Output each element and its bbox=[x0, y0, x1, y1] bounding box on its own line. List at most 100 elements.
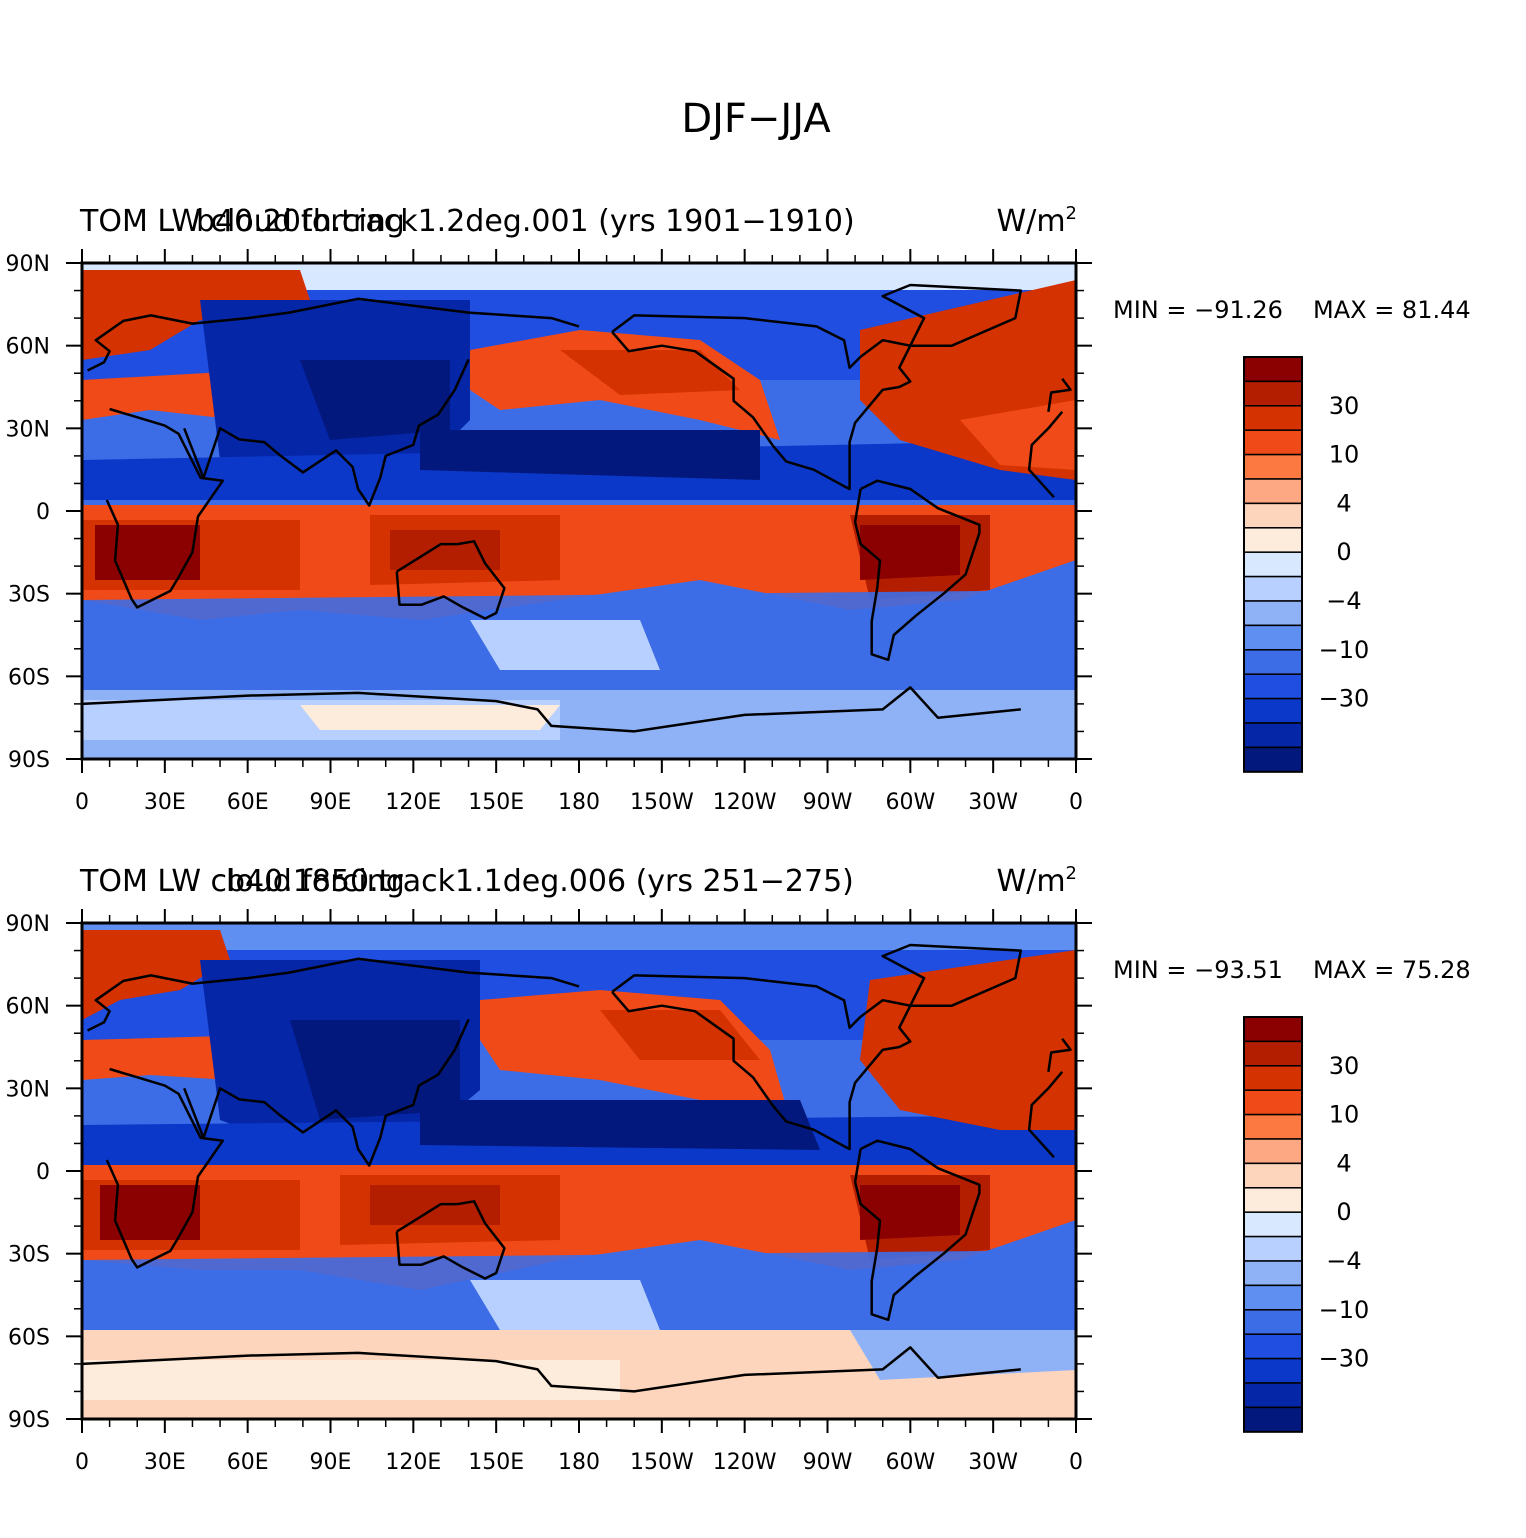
panel-2-npac-deep bbox=[420, 1100, 820, 1150]
colorbar-box bbox=[1243, 1138, 1303, 1165]
x-tick-label: 30W bbox=[968, 1450, 1018, 1475]
panel-1-africa-core bbox=[95, 525, 200, 580]
x-tick-label: 150W bbox=[630, 790, 694, 815]
colorbar-box bbox=[1243, 1382, 1303, 1409]
panel-1-min: MIN = −91.26 bbox=[1113, 296, 1283, 324]
colorbar-box bbox=[1243, 380, 1303, 407]
x-tick-label: 180 bbox=[558, 790, 600, 815]
coastline bbox=[881, 943, 1023, 1007]
y-tick-label: 30N bbox=[6, 1077, 50, 1102]
colorbar-label: 30 bbox=[1329, 392, 1360, 420]
panel-2-axes: 0 30E 60E 90E 120E 150E 180 150W 120W 90W 60W 30W 09… bbox=[6, 909, 1092, 1475]
x-tick-label: 150E bbox=[468, 1450, 524, 1475]
colorbar-label: 0 bbox=[1336, 538, 1351, 566]
colorbar-label: 30 bbox=[1329, 1052, 1360, 1080]
coastline bbox=[395, 540, 506, 620]
y-tick-label: 60N bbox=[6, 995, 50, 1020]
colorbar-frame bbox=[1243, 356, 1303, 773]
coastline bbox=[183, 358, 470, 507]
colorbar-box bbox=[1243, 527, 1303, 553]
x-tick-label: 90E bbox=[310, 1450, 352, 1475]
coastline bbox=[611, 314, 912, 491]
panel-1-europe-warm bbox=[82, 270, 310, 360]
panel-1-units: W/m2 bbox=[997, 203, 1077, 239]
coastline bbox=[853, 1139, 981, 1322]
panel-2-case-label: b40.1850.track1.1deg.006 (yrs 251−275) bbox=[226, 864, 854, 899]
y-tick-label: 90S bbox=[8, 748, 50, 773]
panel-1-asia-deep bbox=[300, 360, 450, 440]
coastline bbox=[853, 479, 981, 662]
colorbar-box bbox=[1243, 1065, 1303, 1091]
coastline bbox=[86, 957, 1072, 1072]
colorbar-box bbox=[1243, 1284, 1303, 1311]
panel-1-tasman-light bbox=[470, 620, 660, 670]
x-tick-label: 120E bbox=[385, 1450, 441, 1475]
y-tick-label: 0 bbox=[36, 500, 50, 525]
y-tick-label: 60S bbox=[8, 665, 50, 690]
coastline bbox=[395, 1200, 506, 1280]
panel-2-amazon-core bbox=[860, 1185, 960, 1240]
y-tick-label: 90S bbox=[8, 1408, 50, 1433]
colorbar-box bbox=[1243, 1406, 1303, 1433]
colorbar-label: 10 bbox=[1329, 441, 1360, 469]
panel-1-maritime-core bbox=[390, 530, 500, 570]
colorbar-box bbox=[1243, 575, 1303, 602]
colorbar-label: 4 bbox=[1336, 1149, 1351, 1177]
colorbar-box bbox=[1243, 697, 1303, 724]
panel-2-antarctic-blue bbox=[850, 1330, 1076, 1380]
x-tick-label: 60E bbox=[227, 790, 269, 815]
x-tick-label: 90W bbox=[803, 1450, 853, 1475]
panel-2-min: MIN = −93.51 bbox=[1113, 956, 1283, 984]
y-tick-label: 0 bbox=[36, 1160, 50, 1185]
coastline bbox=[82, 1346, 1021, 1393]
panel-1-variable-label: TOM LW cloud forcing bbox=[79, 204, 405, 239]
colorbar-box bbox=[1243, 746, 1303, 773]
panel-1-max: MAX = 81.44 bbox=[1313, 296, 1471, 324]
panel-2-variable-label: TOM LW cloud forcing bbox=[79, 864, 405, 899]
y-tick-label: 30S bbox=[8, 1243, 50, 1268]
colorbar-label: 4 bbox=[1336, 489, 1351, 517]
panel-2-units-base: W/m bbox=[997, 864, 1066, 899]
panel-2-asia-deep bbox=[290, 1020, 460, 1120]
colorbar-label: −10 bbox=[1319, 636, 1370, 664]
colorbar-box bbox=[1243, 722, 1303, 749]
coastline bbox=[611, 974, 912, 1151]
x-tick-label: 120W bbox=[713, 1450, 777, 1475]
colorbar-label: −30 bbox=[1319, 685, 1370, 713]
coastline bbox=[105, 1067, 1064, 1269]
y-tick-label: 90N bbox=[6, 912, 50, 937]
coastline bbox=[881, 283, 1023, 347]
x-tick-label: 0 bbox=[75, 790, 89, 815]
colorbar-box bbox=[1243, 1235, 1303, 1262]
panel-1-field bbox=[82, 263, 1076, 759]
y-tick-label: 60N bbox=[6, 335, 50, 360]
x-tick-label: 120W bbox=[713, 790, 777, 815]
x-tick-label: 30W bbox=[968, 790, 1018, 815]
colorbar-box bbox=[1243, 1162, 1303, 1189]
panel-1-units-base: W/m bbox=[997, 204, 1066, 239]
colorbar-label: 10 bbox=[1329, 1101, 1360, 1129]
y-tick-label: 60S bbox=[8, 1325, 50, 1350]
colorbar-box bbox=[1243, 1309, 1303, 1335]
colorbar-label: −10 bbox=[1319, 1296, 1370, 1324]
y-tick-label: 90N bbox=[6, 252, 50, 277]
panel-2-colorbar: 30 10 4 0 −4 −10 −30 bbox=[1243, 1016, 1370, 1433]
panel-1-axes: 0 30E 60E 90E 120E 150E 180 150W 120W 90W 60W 30W 09… bbox=[6, 249, 1092, 815]
panel-2-maritime-core bbox=[370, 1185, 500, 1225]
coastline bbox=[183, 1018, 470, 1167]
x-tick-label: 150W bbox=[630, 1450, 694, 1475]
figure-title: DJF−JJA bbox=[681, 96, 831, 142]
x-tick-label: 150E bbox=[468, 790, 524, 815]
panel-2-units: W/m2 bbox=[997, 863, 1077, 899]
colorbar-box bbox=[1243, 1187, 1303, 1213]
panel-2-natl-warm bbox=[860, 950, 1076, 1130]
colorbar-box bbox=[1243, 1333, 1303, 1360]
colorbar-box bbox=[1243, 1040, 1303, 1067]
panel-2-npac-core bbox=[600, 1010, 760, 1060]
panel-2-tasman-light bbox=[470, 1280, 660, 1330]
colorbar-box bbox=[1243, 502, 1303, 529]
x-tick-label: 0 bbox=[1069, 1450, 1083, 1475]
colorbar-box bbox=[1243, 453, 1303, 480]
x-tick-label: 60W bbox=[885, 1450, 935, 1475]
